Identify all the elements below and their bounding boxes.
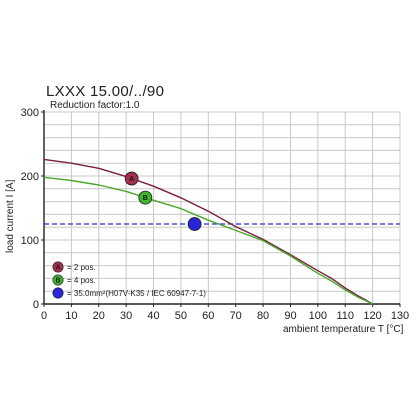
legend-entry: = 35.0mm²(H07V-K35 / IEC 60947-7-1): [67, 289, 206, 298]
legend-swatch-letter: B: [55, 278, 60, 285]
x-tick-label: 20: [93, 310, 105, 322]
x-tick-label: 110: [336, 310, 354, 322]
x-tick-label: 70: [230, 310, 242, 322]
x-tick-label: 90: [284, 310, 296, 322]
series-marker-b: [138, 190, 153, 205]
grid: [44, 111, 401, 304]
series-line-b: [43, 176, 373, 305]
series-marker-a-letter: A: [129, 176, 134, 183]
axes: [41, 110, 401, 307]
y-axis-label: load current I [A]: [5, 179, 16, 253]
chart-subtitle: Reduction factor:1.0: [50, 100, 140, 111]
legend-swatch: [52, 287, 64, 299]
marker-layer: AB: [124, 171, 202, 231]
x-tick-label: 80: [257, 310, 269, 322]
x-tick-label: 130: [391, 310, 409, 322]
y-tick-label: 0: [33, 299, 39, 311]
chart-title: LXXX 15.00/../90: [46, 83, 164, 100]
series-layer: [43, 158, 373, 305]
x-tick-label: 0: [41, 310, 47, 322]
x-tick-label: 100: [309, 310, 327, 322]
y-tick-label: 300: [21, 107, 39, 119]
legend-entry: = 4 pos.: [67, 276, 96, 285]
x-tick-label: 120: [363, 310, 381, 322]
legend: A = 2 pos. B = 4 pos. = 35.0mm²(H07V-K35 / I…: [52, 261, 206, 299]
legend-swatch-letter: A: [55, 265, 60, 272]
x-tick-label: 60: [202, 310, 214, 322]
series-line-a: [43, 158, 373, 305]
x-axis-label: ambient temperature T [°C]: [283, 324, 404, 335]
x-tick-label: 40: [147, 310, 159, 322]
x-tick-label: 30: [120, 310, 132, 322]
reference-marker: [187, 217, 202, 231]
y-tick-label: 100: [21, 235, 39, 247]
legend-swatch: [52, 261, 64, 273]
x-tick-label: 50: [175, 310, 187, 322]
legend-entry: = 2 pos.: [67, 263, 96, 272]
tick-labels: 0 10 20 30 40 50 60 70 80 90 100 110 120 130 0 100 200 30…: [21, 107, 410, 322]
legend-swatch: [52, 274, 64, 286]
series-marker-a: [124, 171, 139, 186]
x-tick-label: 10: [65, 310, 77, 322]
y-tick-label: 200: [21, 171, 39, 183]
series-marker-b-letter: B: [143, 195, 148, 202]
